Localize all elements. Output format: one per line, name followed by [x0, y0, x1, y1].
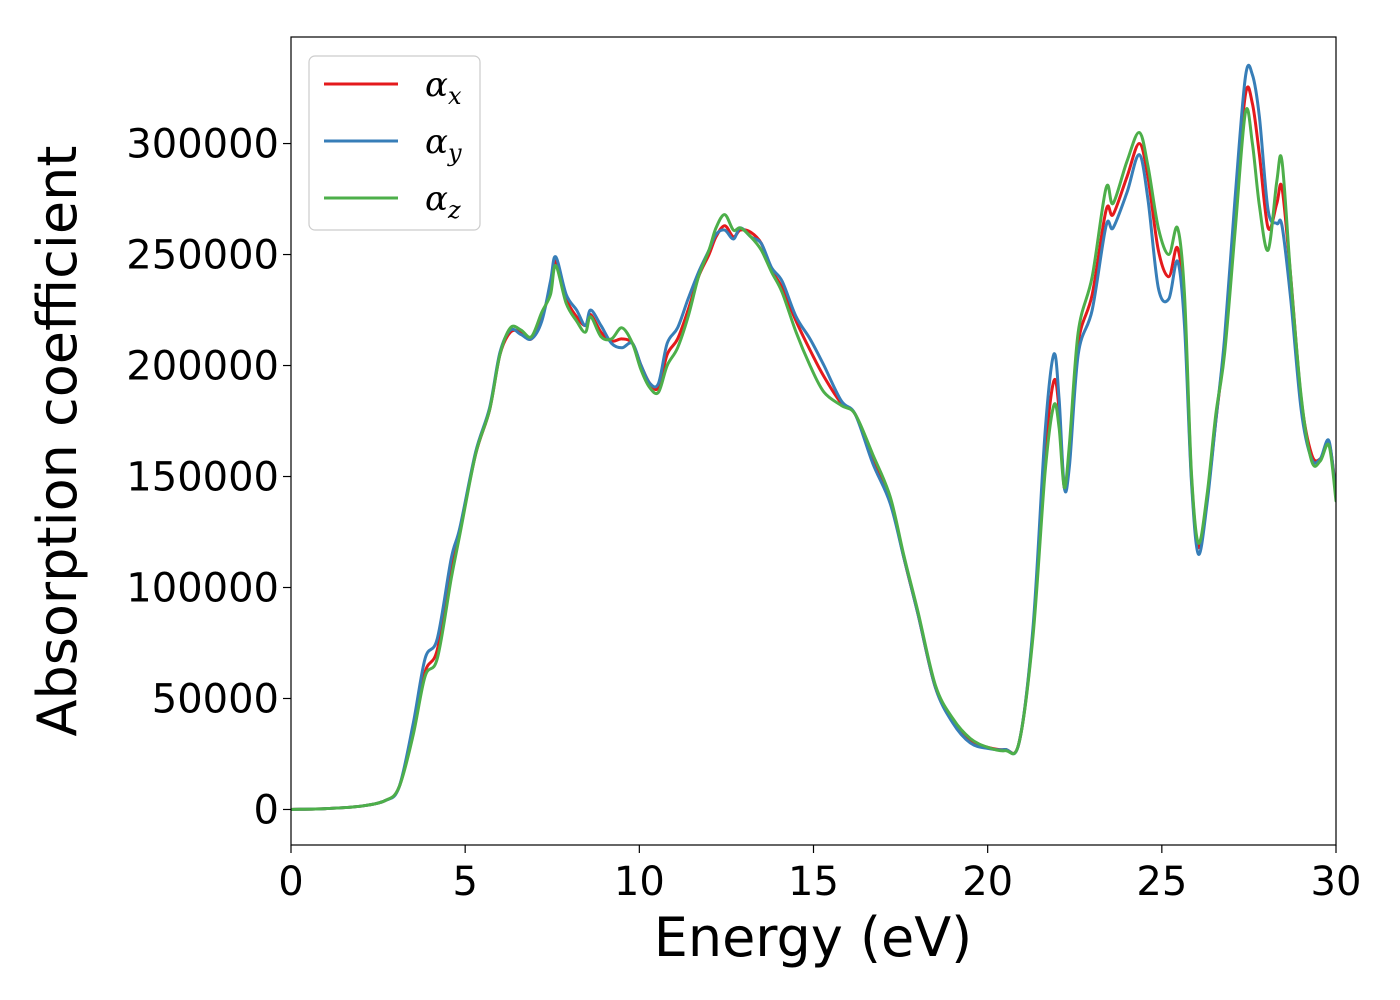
y-tick-label: 100000 [126, 566, 279, 612]
y-axis-label: Absorption coefficient [26, 146, 89, 737]
x-tick-label: 0 [278, 859, 303, 905]
x-tick-label: 5 [452, 859, 477, 905]
series-line-z [291, 107, 1336, 811]
y-tick-label: 300000 [126, 122, 279, 168]
y-tick-label: 50000 [152, 676, 279, 722]
y-tick-label: 150000 [126, 455, 279, 501]
series-layer [291, 63, 1336, 811]
x-tick-label: 15 [788, 859, 839, 905]
x-tick-label: 20 [962, 859, 1013, 905]
legend-box [308, 55, 481, 231]
y-tick-label: 0 [254, 787, 279, 833]
x-tick-label: 30 [1311, 859, 1362, 905]
y-tick-label: 250000 [126, 233, 279, 279]
x-axis: 0 5 10 15 20 25 30 [278, 845, 1361, 905]
x-tick-label: 25 [1136, 859, 1187, 905]
y-axis: 0 50000 100000 150000 200000 250000 300000 [126, 122, 291, 833]
x-axis-label: Energy (eV) [654, 906, 973, 969]
legend-label-z: αz [425, 179, 461, 224]
y-tick-label: 200000 [126, 344, 279, 390]
x-tick-label: 10 [614, 859, 665, 905]
